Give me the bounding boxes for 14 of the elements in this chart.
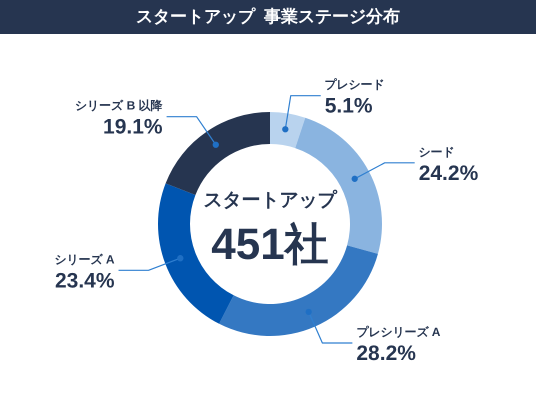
data-label: 28.2% bbox=[356, 342, 416, 365]
data-label: 5.1% bbox=[324, 94, 373, 118]
donut-slice bbox=[270, 112, 306, 148]
text: スタートアップ bbox=[204, 189, 338, 211]
slice-label: プレシード bbox=[324, 78, 385, 92]
data-label: 24.2% bbox=[418, 162, 479, 185]
chart-title: スタートアップ 事業ステージ分布 bbox=[0, 0, 536, 34]
data-label: 23.4% bbox=[54, 269, 115, 292]
slice-label: プレシリーズ A bbox=[356, 324, 441, 339]
slice-label: シード bbox=[418, 144, 455, 159]
data-label: 19.1% bbox=[103, 116, 163, 139]
slice-label: シリーズ B 以降 bbox=[75, 98, 164, 113]
text: 451社 bbox=[211, 220, 329, 269]
slice-label: シリーズ A bbox=[54, 252, 115, 266]
